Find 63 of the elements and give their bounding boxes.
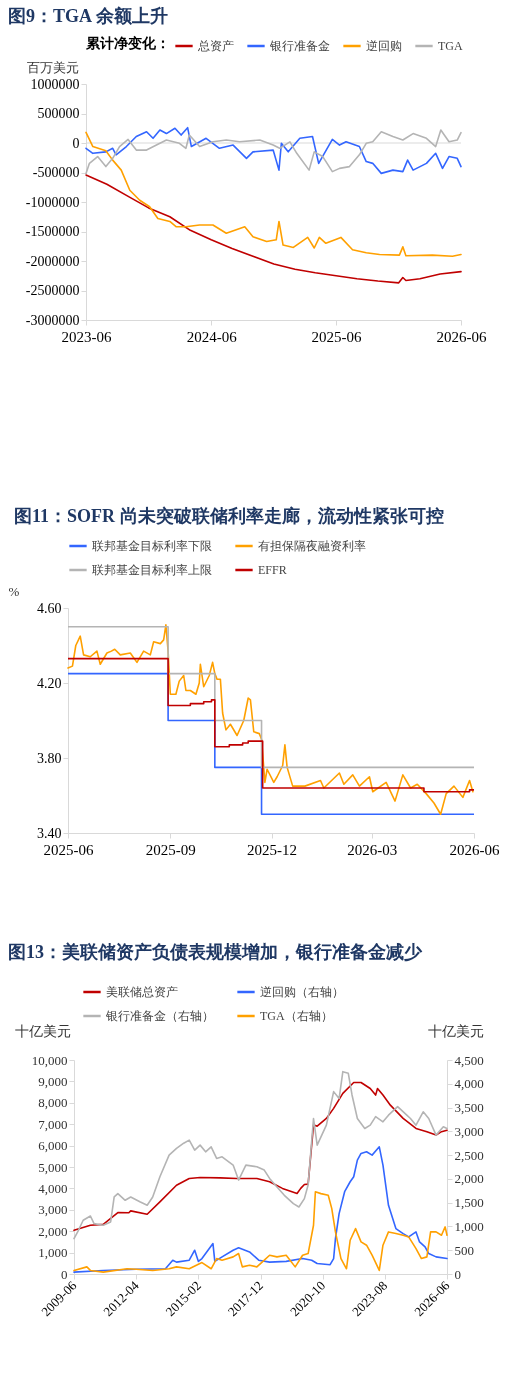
y-tick-label: 1,000 bbox=[38, 1245, 68, 1261]
legend-label: 美联储总资产 bbox=[106, 985, 178, 999]
chart-title: 图13：美联储资产负债表规模增加，银行准备金减少 bbox=[8, 942, 423, 962]
y2-tick-label: 1,500 bbox=[454, 1195, 484, 1211]
legend-label: 联邦基金目标利率下限 bbox=[92, 539, 212, 553]
y2-tick-label: 500 bbox=[454, 1242, 474, 1258]
legend-label: 逆回购（右轴） bbox=[260, 985, 344, 999]
y-tick-label: 0 bbox=[72, 135, 80, 151]
legend-label: 联邦基金目标利率上限 bbox=[92, 563, 212, 577]
y2-axis-title: 十亿美元 bbox=[427, 1023, 484, 1039]
y-tick-label: -500000 bbox=[32, 165, 80, 180]
y2-tick-label: 3,500 bbox=[454, 1100, 484, 1116]
legend-label: 逆回购 bbox=[366, 39, 402, 53]
legend-label: 银行准备金 bbox=[269, 39, 330, 53]
y-tick-label: 5,000 bbox=[38, 1159, 68, 1175]
y-axis-title: 百万美元 bbox=[26, 59, 79, 75]
y-tick-label: 4.20 bbox=[37, 675, 62, 691]
x-tick-label: 2025-06 bbox=[43, 841, 94, 858]
legend-label: 银行准备金（右轴） bbox=[105, 1009, 214, 1023]
y-tick-label: 9,000 bbox=[38, 1073, 68, 1089]
legend-label: EFFR bbox=[258, 563, 287, 577]
y-tick-label: 7,000 bbox=[38, 1116, 68, 1132]
legend-title: 累计净变化： bbox=[85, 35, 170, 51]
x-tick-label: 2026-03 bbox=[347, 841, 398, 858]
legend-label: 有担保隔夜融资利率 bbox=[258, 539, 366, 553]
y-tick-label: 8,000 bbox=[38, 1095, 68, 1111]
y-axis-title: % bbox=[8, 583, 20, 599]
chart-title: 图9：TGA 余额上升 bbox=[8, 6, 168, 26]
y-tick-label: 3.80 bbox=[37, 750, 62, 766]
legend-label: TGA（右轴） bbox=[260, 1009, 333, 1023]
legend-label: 总资产 bbox=[197, 39, 234, 53]
y-tick-label: 3,000 bbox=[38, 1202, 68, 1218]
x-tick-label: 2025-12 bbox=[247, 841, 298, 858]
y-tick-label: 2,000 bbox=[38, 1223, 68, 1239]
x-tick-label: 2026-06 bbox=[436, 328, 487, 345]
y-tick-label: 10,000 bbox=[31, 1052, 68, 1068]
x-tick-label: 2023-06 bbox=[61, 328, 112, 345]
y2-tick-label: 4,500 bbox=[454, 1052, 484, 1068]
y-tick-label: -2000000 bbox=[25, 253, 80, 269]
y-tick-label: 6,000 bbox=[38, 1138, 68, 1154]
x-tick-label: 2025-09 bbox=[145, 841, 196, 858]
y2-tick-label: 4,000 bbox=[454, 1076, 484, 1092]
y-tick-label: 4.60 bbox=[37, 600, 62, 616]
y-tick-label: 1000000 bbox=[30, 76, 80, 92]
y2-tick-label: 2,000 bbox=[454, 1171, 484, 1187]
y2-tick-label: 3,000 bbox=[454, 1123, 484, 1139]
y-tick-label: 4,000 bbox=[38, 1180, 68, 1196]
x-tick-label: 2024-06 bbox=[186, 328, 238, 345]
y-axis-title: 十亿美元 bbox=[14, 1023, 71, 1039]
y-tick-label: 500000 bbox=[37, 106, 80, 121]
y-tick-label: -2500000 bbox=[25, 283, 80, 298]
y-tick-label: 3.40 bbox=[37, 825, 62, 841]
y-tick-label: -3000000 bbox=[25, 312, 80, 328]
x-tick-label: 2026-06 bbox=[449, 841, 500, 858]
legend-label: TGA bbox=[438, 39, 463, 53]
chart-title: 图11：SOFR 尚未突破联储利率走廊，流动性紧张可控 bbox=[14, 506, 444, 526]
y-tick-label: -1500000 bbox=[25, 224, 80, 239]
y-tick-label: -1000000 bbox=[25, 194, 80, 210]
x-tick-label: 2025-06 bbox=[311, 328, 363, 345]
y-tick-label: 0 bbox=[61, 1266, 68, 1282]
y2-tick-label: 0 bbox=[454, 1266, 461, 1282]
y2-tick-label: 2,500 bbox=[454, 1147, 484, 1163]
y2-tick-label: 1,000 bbox=[454, 1218, 484, 1234]
